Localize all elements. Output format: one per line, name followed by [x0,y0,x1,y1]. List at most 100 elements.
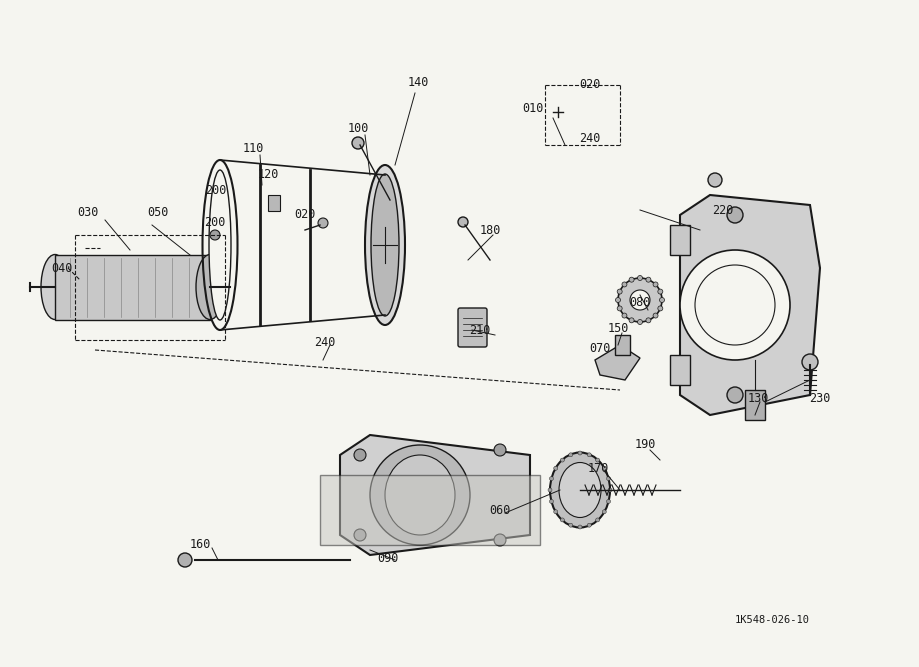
Circle shape [587,523,591,527]
Circle shape [354,529,366,541]
Bar [55,255,210,320]
Text: 230: 230 [810,392,831,404]
Ellipse shape [559,462,601,518]
Circle shape [578,451,582,455]
Circle shape [618,289,622,294]
Circle shape [352,137,364,149]
Ellipse shape [196,255,224,319]
Circle shape [727,387,743,403]
Circle shape [602,510,607,514]
Ellipse shape [365,165,405,325]
Circle shape [569,523,573,527]
Circle shape [630,277,634,282]
Ellipse shape [371,174,399,316]
Circle shape [607,500,610,504]
Text: 040: 040 [51,261,73,275]
Circle shape [660,297,664,303]
Circle shape [802,354,818,370]
Bar [670,355,690,385]
Circle shape [578,525,582,529]
Text: 200: 200 [205,183,227,197]
Text: 170: 170 [587,462,608,474]
Text: 100: 100 [347,121,369,135]
Ellipse shape [370,445,470,545]
Text: 120: 120 [257,169,278,181]
Text: 080: 080 [630,295,651,309]
Circle shape [618,278,662,322]
Text: 240: 240 [579,131,601,145]
Circle shape [494,444,506,456]
Polygon shape [595,345,640,380]
Ellipse shape [209,170,231,320]
Circle shape [608,488,612,492]
Text: 070: 070 [589,342,611,354]
Circle shape [653,282,658,287]
FancyBboxPatch shape [458,308,487,347]
Circle shape [554,466,558,470]
Text: 020: 020 [579,79,601,91]
Circle shape [561,458,564,462]
Text: 010: 010 [522,101,544,115]
Text: 110: 110 [243,141,264,155]
Ellipse shape [385,455,455,535]
Circle shape [622,282,627,287]
Bar [670,225,690,255]
Text: 020: 020 [294,209,316,221]
Circle shape [587,453,591,457]
Circle shape [596,518,599,522]
Bar [268,195,280,211]
Circle shape [622,313,627,318]
Text: 090: 090 [378,552,399,564]
Text: 140: 140 [407,77,428,89]
Polygon shape [680,195,820,415]
Circle shape [596,458,599,462]
Circle shape [658,289,663,294]
Circle shape [646,277,651,282]
Text: 160: 160 [189,538,210,552]
Circle shape [494,534,506,546]
Text: 130: 130 [747,392,768,404]
Circle shape [630,317,634,323]
Circle shape [554,510,558,514]
Circle shape [354,449,366,461]
Circle shape [569,453,573,457]
Circle shape [548,488,552,492]
Text: 060: 060 [489,504,511,516]
Text: 220: 220 [712,203,733,217]
Text: 030: 030 [77,207,98,219]
Circle shape [638,319,642,325]
Circle shape [178,553,192,567]
Polygon shape [320,475,540,545]
Circle shape [458,217,468,227]
Text: 1K548-026-10: 1K548-026-10 [735,615,810,625]
Text: 210: 210 [470,323,491,336]
Text: 200: 200 [204,215,226,229]
Circle shape [550,500,553,504]
Circle shape [708,173,722,187]
Text: 240: 240 [314,336,335,348]
Circle shape [602,466,607,470]
Ellipse shape [41,255,69,319]
Text: 050: 050 [147,207,169,219]
Circle shape [616,297,620,303]
Circle shape [618,306,622,311]
Bar [615,335,630,355]
Circle shape [658,306,663,311]
Circle shape [607,476,610,480]
Ellipse shape [550,452,610,528]
Circle shape [630,290,650,310]
Circle shape [638,275,642,281]
Circle shape [727,207,743,223]
Bar [745,390,765,420]
Circle shape [680,250,790,360]
Circle shape [653,313,658,318]
Circle shape [646,317,651,323]
Circle shape [561,518,564,522]
Circle shape [318,218,328,228]
Circle shape [550,476,553,480]
Polygon shape [340,435,530,555]
Text: 180: 180 [480,223,501,237]
Circle shape [210,230,220,240]
Text: 190: 190 [634,438,655,452]
Text: 150: 150 [607,321,629,334]
